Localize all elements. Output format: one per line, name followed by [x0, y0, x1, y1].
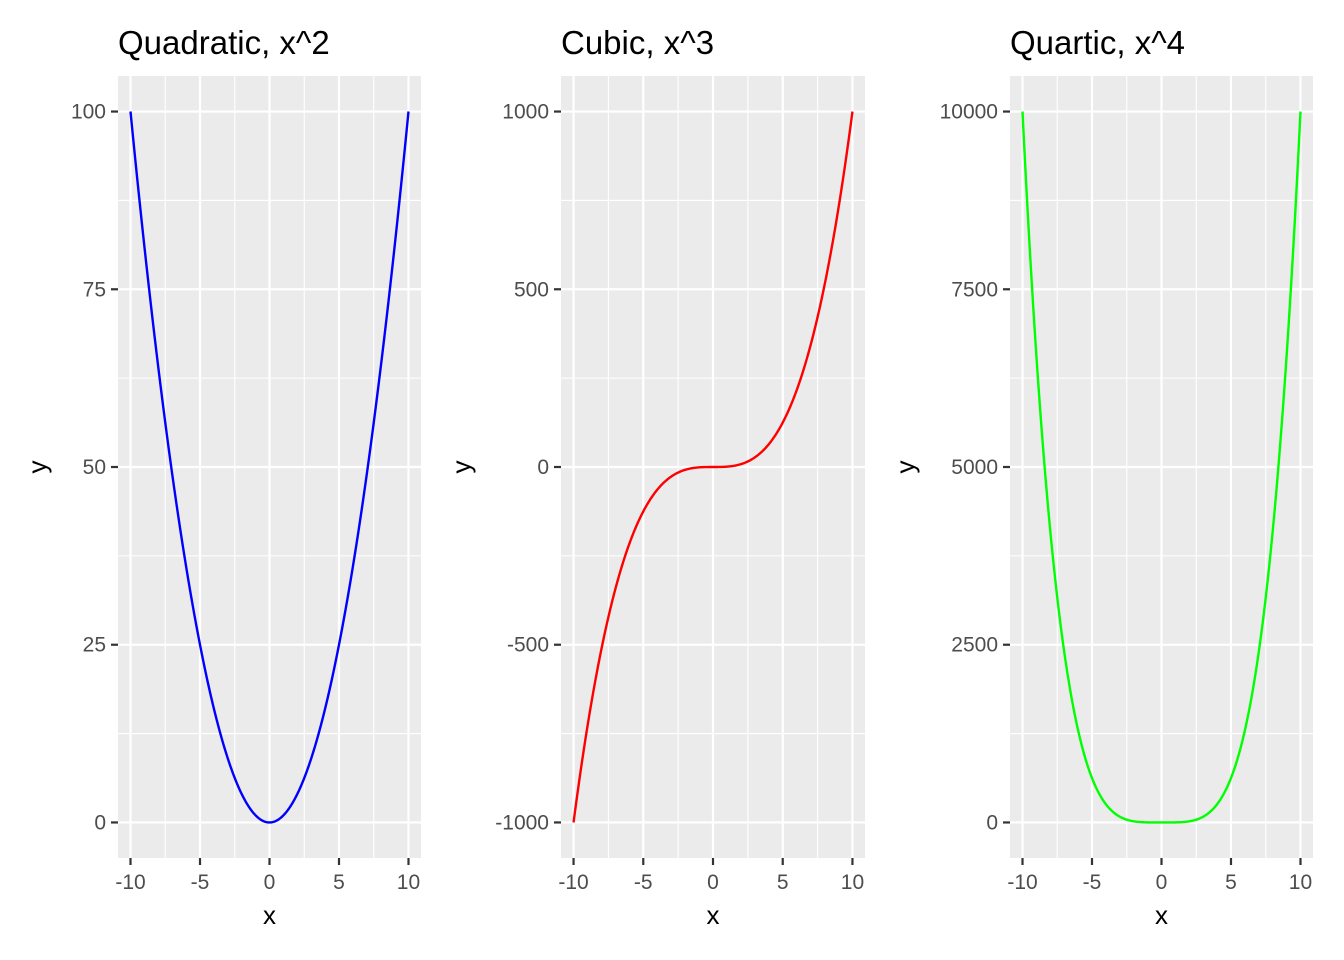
x-tick-label: 5: [1225, 871, 1237, 894]
y-axis-title: y: [890, 461, 920, 474]
x-tick-label: -10: [558, 871, 588, 894]
y-tick-label: 0: [537, 456, 549, 479]
chart-title: Quadratic, x^2: [118, 24, 330, 61]
x-tick-label: -10: [1007, 871, 1037, 894]
y-tick-label: 5000: [951, 456, 998, 479]
x-axis-title: x: [707, 900, 720, 930]
x-axis-title: x: [1155, 900, 1168, 930]
y-tick-label: -1000: [495, 811, 549, 834]
x-tick-label: 0: [264, 871, 276, 894]
x-axis-title: x: [263, 900, 276, 930]
x-tick-label: 10: [397, 871, 420, 894]
x-tick-label: -5: [191, 871, 210, 894]
y-tick-label: 500: [514, 278, 549, 301]
y-tick-label: 2500: [951, 634, 998, 657]
x-tick-label: 5: [777, 871, 789, 894]
chart-title: Cubic, x^3: [561, 24, 714, 61]
chart-title: Quartic, x^4: [1010, 24, 1185, 61]
series-line: [129, 111, 410, 824]
y-tick-label: 0: [986, 811, 998, 834]
x-tick-label: -5: [1083, 871, 1102, 894]
series-line: [1021, 111, 1302, 824]
y-axis-title: y: [22, 461, 52, 474]
y-tick-label: 1000: [502, 101, 549, 124]
y-tick-label: 0: [94, 811, 106, 834]
y-tick-label: 25: [83, 634, 106, 657]
chart-panel-3: -10 -5 0 5 10 0 2500 5000 7500 10000 Quartic, x^4 x…: [890, 24, 1313, 930]
series-line: [572, 111, 854, 823]
x-tick-label: 0: [707, 871, 719, 894]
y-tick-label: -500: [507, 634, 549, 657]
y-tick-label: 50: [83, 456, 106, 479]
chart-panel-2: -10 -5 0 5 10 -1000 -500 0 500 1000 Cubic, x^3 x y: [446, 24, 865, 930]
x-tick-label: -10: [115, 871, 145, 894]
y-tick-label: 75: [83, 278, 106, 301]
x-tick-label: -5: [634, 871, 653, 894]
y-tick-label: 100: [71, 101, 106, 124]
x-tick-label: 0: [1156, 871, 1168, 894]
x-tick-label: 10: [841, 871, 864, 894]
x-tick-label: 10: [1289, 871, 1312, 894]
x-tick-label: 5: [333, 871, 345, 894]
y-tick-label: 10000: [940, 101, 998, 124]
y-axis-title: y: [446, 461, 476, 474]
y-tick-label: 7500: [951, 278, 998, 301]
